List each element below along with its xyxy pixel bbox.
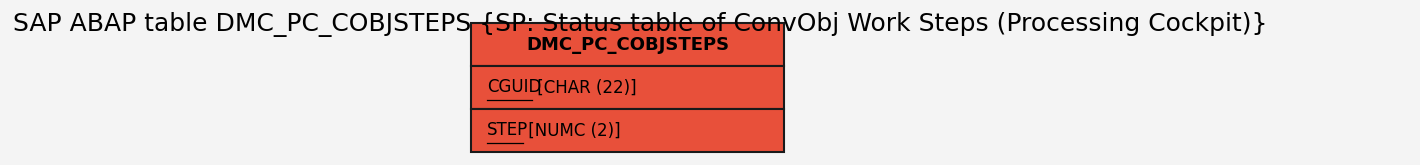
FancyBboxPatch shape bbox=[470, 109, 784, 152]
Text: SAP ABAP table DMC_PC_COBJSTEPS {SP: Status table of ConvObj Work Steps (Process: SAP ABAP table DMC_PC_COBJSTEPS {SP: Sta… bbox=[13, 12, 1267, 37]
FancyBboxPatch shape bbox=[470, 66, 784, 109]
Text: [NUMC (2)]: [NUMC (2)] bbox=[523, 121, 621, 139]
Text: [CHAR (22)]: [CHAR (22)] bbox=[532, 78, 636, 97]
Text: CGUID: CGUID bbox=[487, 78, 541, 97]
FancyBboxPatch shape bbox=[470, 23, 784, 66]
Text: STEP: STEP bbox=[487, 121, 528, 139]
Text: DMC_PC_COBJSTEPS: DMC_PC_COBJSTEPS bbox=[525, 35, 728, 54]
